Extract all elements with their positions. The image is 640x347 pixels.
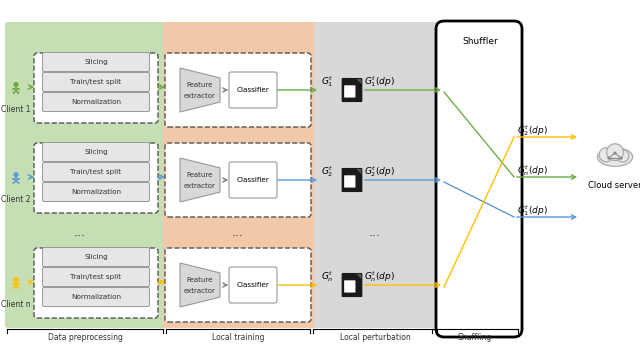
Text: Train/test split: Train/test split (70, 169, 122, 175)
FancyBboxPatch shape (229, 267, 277, 303)
FancyBboxPatch shape (42, 73, 150, 92)
FancyBboxPatch shape (344, 287, 355, 293)
FancyBboxPatch shape (42, 93, 150, 111)
Text: Train/test split: Train/test split (70, 79, 122, 85)
FancyBboxPatch shape (344, 85, 355, 93)
FancyBboxPatch shape (342, 168, 362, 192)
FancyBboxPatch shape (34, 53, 158, 123)
Text: $G_2^t(dp)$: $G_2^t(dp)$ (517, 124, 548, 138)
FancyBboxPatch shape (342, 78, 362, 102)
Text: $G_{1}^t(dp)$: $G_{1}^t(dp)$ (364, 75, 395, 90)
Circle shape (13, 277, 19, 282)
Text: ...: ... (232, 226, 244, 238)
FancyBboxPatch shape (42, 143, 150, 161)
Text: Classifier: Classifier (237, 87, 269, 93)
Text: Slicing: Slicing (84, 254, 108, 260)
Text: Classifier: Classifier (237, 282, 269, 288)
FancyBboxPatch shape (5, 22, 166, 328)
Text: Feature: Feature (187, 277, 213, 283)
Ellipse shape (597, 148, 632, 166)
Circle shape (599, 148, 613, 162)
Text: Feature: Feature (187, 82, 213, 88)
Text: Train/test split: Train/test split (70, 274, 122, 280)
Text: $G_n^t(dp)$: $G_n^t(dp)$ (517, 163, 548, 178)
Text: Feature: Feature (187, 172, 213, 178)
FancyBboxPatch shape (42, 183, 150, 202)
Text: Shuffler: Shuffler (462, 36, 498, 45)
Circle shape (13, 172, 19, 177)
Circle shape (614, 152, 616, 154)
FancyBboxPatch shape (344, 280, 355, 288)
FancyBboxPatch shape (42, 268, 150, 287)
FancyBboxPatch shape (344, 175, 355, 183)
Circle shape (620, 156, 623, 160)
Text: extractor: extractor (184, 93, 216, 99)
FancyBboxPatch shape (229, 162, 277, 198)
Text: Local perturbation: Local perturbation (340, 333, 410, 342)
Polygon shape (180, 158, 220, 202)
Circle shape (616, 150, 629, 162)
FancyBboxPatch shape (344, 92, 355, 98)
Text: Shuffling: Shuffling (458, 333, 492, 342)
Text: $G_{2}^t$: $G_{2}^t$ (321, 164, 333, 179)
Polygon shape (180, 68, 220, 112)
Text: $G_{2}^t(dp)$: $G_{2}^t(dp)$ (364, 164, 395, 179)
FancyBboxPatch shape (229, 72, 277, 108)
Text: $G_{1}^t$: $G_{1}^t$ (321, 75, 333, 90)
FancyBboxPatch shape (165, 248, 311, 322)
Text: Client 2: Client 2 (1, 195, 31, 204)
Text: Normalization: Normalization (71, 189, 121, 195)
Polygon shape (356, 169, 362, 174)
Text: ...: ... (74, 226, 86, 238)
Polygon shape (356, 274, 362, 279)
Polygon shape (356, 79, 362, 84)
Circle shape (13, 82, 19, 87)
Text: Client 1: Client 1 (1, 105, 31, 114)
FancyBboxPatch shape (314, 22, 443, 328)
FancyBboxPatch shape (42, 162, 150, 181)
Circle shape (607, 156, 611, 160)
FancyBboxPatch shape (344, 182, 355, 188)
Text: Normalization: Normalization (71, 99, 121, 105)
Text: Slicing: Slicing (84, 59, 108, 65)
FancyBboxPatch shape (34, 248, 158, 318)
FancyBboxPatch shape (42, 52, 150, 71)
FancyBboxPatch shape (165, 53, 311, 127)
Text: Slicing: Slicing (84, 149, 108, 155)
Text: $G_{n}^t(dp)$: $G_{n}^t(dp)$ (364, 270, 395, 285)
Text: Normalization: Normalization (71, 294, 121, 300)
FancyBboxPatch shape (34, 143, 158, 213)
Text: extractor: extractor (184, 288, 216, 294)
Text: $G_{n}^t$: $G_{n}^t$ (321, 270, 333, 285)
Text: Classifier: Classifier (237, 177, 269, 183)
Text: Data preprocessing: Data preprocessing (47, 333, 122, 342)
Polygon shape (180, 263, 220, 307)
FancyBboxPatch shape (42, 247, 150, 266)
Text: $G_1^t(dp)$: $G_1^t(dp)$ (517, 204, 548, 219)
Text: Local training: Local training (212, 333, 264, 342)
Text: extractor: extractor (184, 183, 216, 189)
FancyBboxPatch shape (165, 143, 311, 217)
FancyBboxPatch shape (163, 22, 317, 328)
FancyBboxPatch shape (42, 288, 150, 306)
Text: Cloud server: Cloud server (588, 180, 640, 189)
Text: Client n: Client n (1, 300, 31, 309)
FancyBboxPatch shape (342, 273, 362, 297)
Circle shape (607, 144, 623, 161)
Text: ...: ... (369, 226, 381, 238)
FancyBboxPatch shape (436, 21, 522, 337)
